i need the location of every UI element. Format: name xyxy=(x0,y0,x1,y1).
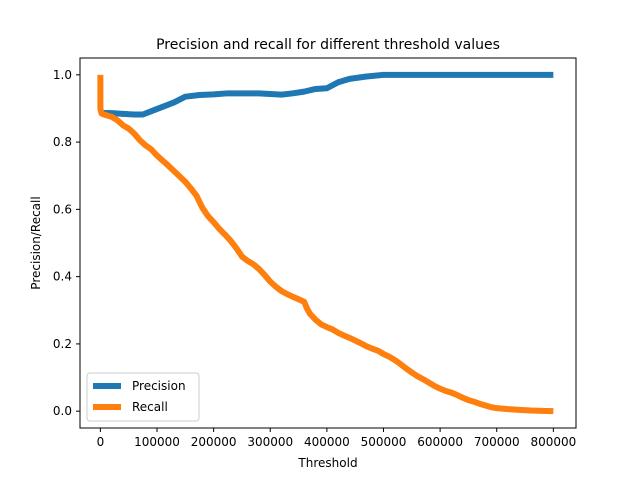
x-tick-label: 300000 xyxy=(247,435,293,449)
series-layer xyxy=(97,71,554,415)
y-tick-label: 0.8 xyxy=(53,135,72,149)
x-tick-label: 700000 xyxy=(474,435,520,449)
y-tick-label: 0.6 xyxy=(53,202,72,216)
legend-label-precision: Precision xyxy=(132,379,186,393)
legend-label-recall: Recall xyxy=(132,400,168,414)
y-tick-label: 0.0 xyxy=(53,404,72,418)
x-tick-label: 800000 xyxy=(530,435,576,449)
series-line-recall xyxy=(97,74,554,415)
y-tick-label: 0.2 xyxy=(53,337,72,351)
y-axis-label: Precision/Recall xyxy=(29,196,43,289)
x-axis-label: Threshold xyxy=(297,456,357,470)
y-axis: 0.0 0.2 0.4 0.6 0.8 1.0 xyxy=(53,68,80,418)
x-tick-label: 400000 xyxy=(304,435,350,449)
x-tick-label: 200000 xyxy=(191,435,237,449)
x-tick-label: 0 xyxy=(97,435,105,449)
legend: Precision Recall xyxy=(86,372,200,422)
x-tick-label: 600000 xyxy=(417,435,463,449)
x-tick-label: 500000 xyxy=(361,435,407,449)
y-tick-label: 0.4 xyxy=(53,270,72,284)
y-tick-label: 1.0 xyxy=(53,68,72,82)
x-tick-label: 100000 xyxy=(134,435,180,449)
series-line-precision xyxy=(100,71,554,118)
x-axis: 0 100000 200000 300000 400000 500000 600000 700… xyxy=(97,428,576,449)
chart-title: Precision and recall for different thres… xyxy=(156,37,500,53)
plot-frame xyxy=(79,57,577,429)
